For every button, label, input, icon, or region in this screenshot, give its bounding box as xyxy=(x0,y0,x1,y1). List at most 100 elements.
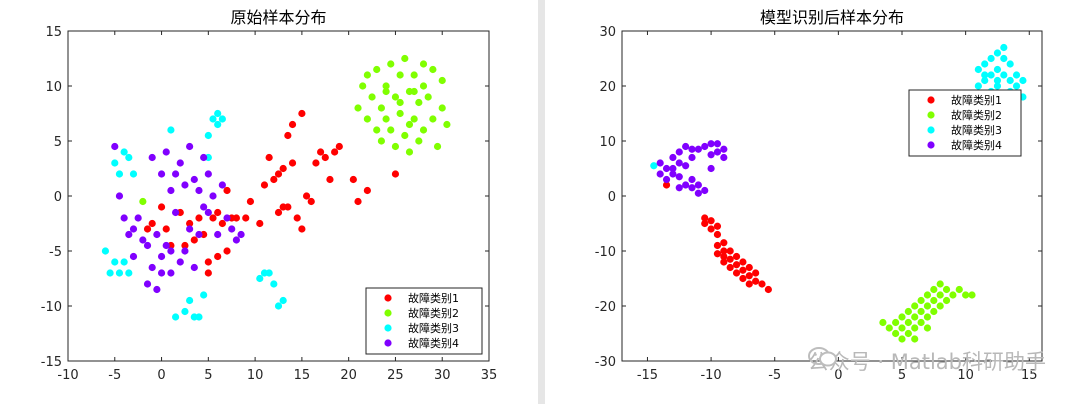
data-point xyxy=(443,120,451,129)
data-point xyxy=(265,153,273,162)
data-point xyxy=(157,203,166,211)
y-tick-label: 10 xyxy=(599,135,616,150)
data-point xyxy=(688,175,696,184)
data-point xyxy=(256,274,264,283)
data-point xyxy=(162,225,170,233)
data-point xyxy=(176,159,184,167)
data-point xyxy=(232,214,240,222)
data-point xyxy=(726,263,734,272)
data-point xyxy=(373,65,381,74)
data-point xyxy=(707,164,715,173)
x-tick-label: 15 xyxy=(294,368,311,383)
data-point xyxy=(936,280,944,288)
y-tick-label: 0 xyxy=(608,190,616,205)
data-point xyxy=(424,93,432,101)
x-tick-label: 0 xyxy=(834,368,842,383)
data-point xyxy=(438,76,446,85)
data-point xyxy=(438,104,446,112)
series-fault-1 xyxy=(662,181,772,294)
data-point xyxy=(377,137,386,145)
data-point xyxy=(162,148,170,156)
data-point xyxy=(993,82,1002,90)
data-point xyxy=(669,170,677,178)
legend-marker xyxy=(384,309,392,317)
data-point xyxy=(694,181,702,189)
data-point xyxy=(968,291,976,299)
data-point xyxy=(419,126,428,134)
data-point xyxy=(662,181,671,189)
data-point xyxy=(429,115,437,123)
data-point xyxy=(405,120,414,129)
legend-marker xyxy=(927,126,935,134)
y-tick-label: -5 xyxy=(49,245,62,260)
data-point xyxy=(974,65,982,74)
data-point xyxy=(682,181,690,189)
data-point xyxy=(401,54,409,63)
watermark-text: 公众号 · Matlab科研助手 xyxy=(807,350,1046,374)
data-point xyxy=(157,269,166,277)
data-point xyxy=(930,296,938,305)
y-tick-label: -10 xyxy=(41,300,62,315)
series-fault-2 xyxy=(879,280,976,343)
legend-marker xyxy=(384,339,392,347)
data-point xyxy=(993,65,1002,74)
data-point xyxy=(904,318,912,327)
x-tick-label: 10 xyxy=(247,368,264,383)
data-point xyxy=(669,153,677,162)
data-point xyxy=(195,230,203,239)
data-point xyxy=(129,170,138,178)
panel-divider xyxy=(538,0,545,404)
data-point xyxy=(949,291,957,299)
data-point xyxy=(758,280,766,288)
original-sample-scatter-chart: 原始样本分布-10 -5 0 5 10 15 20 25 30 35-15-10-5051015故… xyxy=(41,8,498,383)
data-point xyxy=(981,76,989,85)
x-tick-label: 15 xyxy=(1021,368,1038,383)
data-point xyxy=(129,225,138,233)
data-point xyxy=(930,307,938,316)
data-point xyxy=(429,65,437,74)
data-point xyxy=(682,162,690,170)
y-tick-label: 0 xyxy=(54,190,62,205)
data-point xyxy=(288,159,297,167)
data-point xyxy=(396,109,404,118)
data-point xyxy=(246,197,255,206)
data-point xyxy=(214,230,222,239)
data-point xyxy=(382,115,390,123)
data-point xyxy=(726,247,734,255)
data-point xyxy=(260,181,269,189)
plot-area xyxy=(621,30,1043,362)
data-point xyxy=(911,324,919,332)
data-point xyxy=(707,151,715,159)
x-tick-label: -5 xyxy=(768,368,781,383)
data-point xyxy=(115,269,124,277)
data-point xyxy=(190,236,198,244)
data-point xyxy=(106,269,114,277)
data-point xyxy=(223,214,231,222)
data-point xyxy=(911,302,919,310)
y-tick-label: 30 xyxy=(599,25,616,40)
data-point xyxy=(153,230,161,239)
data-point xyxy=(396,98,404,107)
data-point xyxy=(186,296,194,305)
data-point xyxy=(981,71,989,79)
data-point xyxy=(962,291,970,299)
data-point xyxy=(1012,71,1021,79)
data-point xyxy=(148,153,156,162)
y-tick-label: -20 xyxy=(595,300,616,315)
data-point xyxy=(987,71,995,79)
data-point xyxy=(326,175,334,184)
data-point xyxy=(200,291,208,299)
data-point xyxy=(974,82,982,90)
data-point xyxy=(917,318,925,327)
data-point xyxy=(204,258,212,266)
data-point xyxy=(125,153,133,162)
data-point xyxy=(662,175,671,184)
data-point xyxy=(190,263,198,272)
data-point xyxy=(143,225,152,233)
data-point xyxy=(111,159,119,167)
data-point xyxy=(713,140,722,148)
data-point xyxy=(242,214,250,222)
data-point xyxy=(732,252,741,261)
